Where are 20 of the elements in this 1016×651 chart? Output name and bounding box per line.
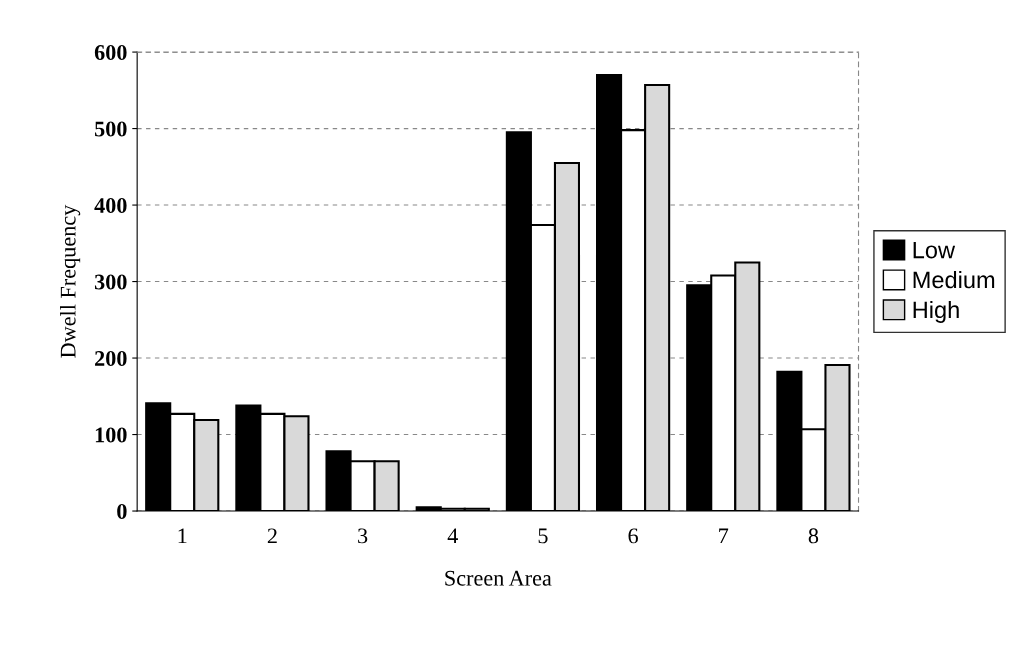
x-tick-label: 5 — [538, 528, 548, 544]
legend-label: High — [913, 300, 959, 323]
legend-label: Medium — [913, 270, 995, 289]
y-axis-title: Dwell Frequency — [60, 204, 81, 358]
x-tick-label: 6 — [628, 528, 638, 544]
legend-label: Low — [913, 241, 956, 259]
y-tick-label: 0 — [117, 503, 127, 519]
x-tick-label: 4 — [447, 528, 458, 544]
y-tick-label: 300 — [94, 274, 127, 290]
y-tick-label: 400 — [94, 198, 127, 213]
y-tick-label: 200 — [95, 350, 127, 366]
x-tick-label: 8 — [808, 528, 819, 544]
x-tick-label: 2 — [267, 528, 277, 544]
y-tick-label: 600 — [94, 45, 127, 61]
x-tick-label: 7 — [719, 528, 729, 544]
x-tick-label: 3 — [358, 528, 368, 544]
x-tick-label: 1 — [178, 528, 187, 544]
y-tick-label: 100 — [95, 427, 127, 443]
x-axis-title: Screen Area — [445, 570, 552, 586]
y-tick-label: 500 — [94, 121, 127, 137]
